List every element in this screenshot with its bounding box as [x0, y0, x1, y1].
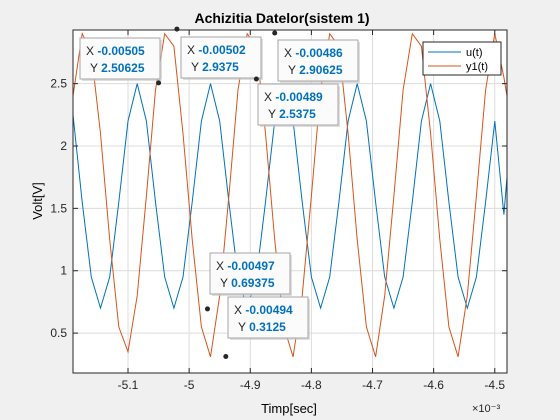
datatip-x-row: X -0.00486	[284, 46, 343, 60]
datatip-marker[interactable]	[204, 306, 210, 312]
x-tick-label: -5	[184, 378, 195, 392]
datatip-x-row: X -0.00497	[216, 259, 275, 273]
x-tick-label: -4.5	[484, 378, 505, 392]
ticks: -5.1 -5 -4.9 -4.8 -4.7 -4.6 -4.5 0.5 1 1.5 2 2.5	[50, 30, 507, 392]
datatip-y-label: Y	[191, 60, 202, 74]
datatip-y-row: Y 0.3125	[238, 320, 286, 334]
x-tick-label: -4.7	[362, 378, 383, 392]
y-tick-label: 1	[60, 264, 67, 278]
datatip-marker[interactable]	[174, 26, 180, 32]
y-tick-label: 0.5	[50, 326, 67, 340]
legend-entry-label: u(t)	[466, 47, 483, 59]
datatip[interactable]: X -0.00502 Y 2.9375	[174, 26, 263, 80]
datatip-y-row: Y 2.9375	[191, 60, 239, 74]
datatip-box	[79, 37, 161, 80]
datatip-marker[interactable]	[223, 353, 229, 359]
legend-box	[422, 41, 502, 76]
datatip-x-value: -0.00494	[245, 303, 293, 317]
datatip-y-value: 0.3125	[249, 320, 286, 334]
datatip-marker[interactable]	[156, 80, 162, 86]
datatip[interactable]: X -0.00505 Y 2.50625	[79, 37, 162, 86]
datatip-x-label: X	[264, 90, 275, 104]
datatip[interactable]: X -0.00489 Y 2.5375	[253, 76, 340, 127]
x-tick-label: -4.6	[423, 378, 444, 392]
datatip-y-row: Y 2.90625	[288, 63, 343, 77]
datatip-box	[257, 83, 339, 126]
datatip[interactable]: X -0.00494 Y 0.3125	[223, 296, 310, 359]
x-tick-label: -4.9	[240, 378, 261, 392]
datatip-y-label: Y	[238, 320, 249, 334]
datatip-y-label: Y	[90, 61, 101, 75]
axes-box	[72, 29, 508, 374]
datatip-marker[interactable]	[272, 30, 278, 36]
y-tick-label: 2.5	[50, 77, 67, 91]
datatip-box	[277, 39, 359, 82]
datatip-x-value: -0.00505	[97, 44, 145, 58]
y-tick-label: 2	[60, 139, 67, 153]
datatip-y-row: Y 2.5375	[268, 107, 316, 121]
legend[interactable]: u(t) y1(t)	[422, 41, 502, 76]
datatip-y-label: Y	[288, 63, 299, 77]
x-axis-exponent: ×10⁻³	[472, 403, 500, 415]
datatip-x-row: X -0.00489	[264, 90, 323, 104]
datatip-x-label: X	[86, 44, 97, 58]
datatip-x-row: X -0.00494	[234, 303, 293, 317]
y-tick-label: 1.5	[50, 201, 67, 215]
datatip-box	[180, 36, 262, 79]
x-tick-label: -4.8	[301, 378, 322, 392]
datatip-x-value: -0.00497	[227, 259, 275, 273]
datatip-x-row: X -0.00502	[187, 43, 246, 57]
datatip-y-value: 2.5375	[279, 107, 316, 121]
datatip-x-row: X -0.00505	[86, 44, 145, 58]
x-axis-label: Timp[sec]	[261, 401, 317, 416]
datatip-box	[227, 296, 309, 339]
datatip-y-row: Y 2.50625	[90, 61, 145, 75]
datatip-y-label: Y	[268, 107, 279, 121]
datatip-y-value: 0.69375	[231, 276, 275, 290]
datatip-y-label: Y	[220, 276, 231, 290]
datatip-y-value: 2.9375	[202, 60, 239, 74]
datatip-x-label: X	[234, 303, 245, 317]
datatip-x-value: -0.00486	[295, 46, 343, 60]
datatip-y-row: Y 0.69375	[220, 276, 275, 290]
chart-title: Achizitia Datelor(sistem 1)	[194, 10, 369, 26]
datatip-x-label: X	[187, 43, 198, 57]
series-line-y1	[73, 32, 507, 357]
datatip-x-value: -0.00489	[275, 90, 323, 104]
legend-entry-label: y1(t)	[466, 61, 488, 73]
datatip-box	[209, 252, 291, 295]
datatip-y-value: 2.50625	[101, 61, 145, 75]
datatip-x-label: X	[216, 259, 227, 273]
datatip-marker[interactable]	[253, 76, 259, 82]
datatip-y-value: 2.90625	[299, 63, 343, 77]
datatip[interactable]: X -0.00497 Y 0.69375	[204, 252, 292, 312]
datatip-x-label: X	[284, 46, 295, 60]
y-axis-label: Volt[V]	[30, 182, 45, 220]
datatip-x-value: -0.00502	[198, 43, 246, 57]
datatip[interactable]: X -0.00486 Y 2.90625	[272, 30, 360, 83]
x-tick-label: -5.1	[118, 378, 139, 392]
